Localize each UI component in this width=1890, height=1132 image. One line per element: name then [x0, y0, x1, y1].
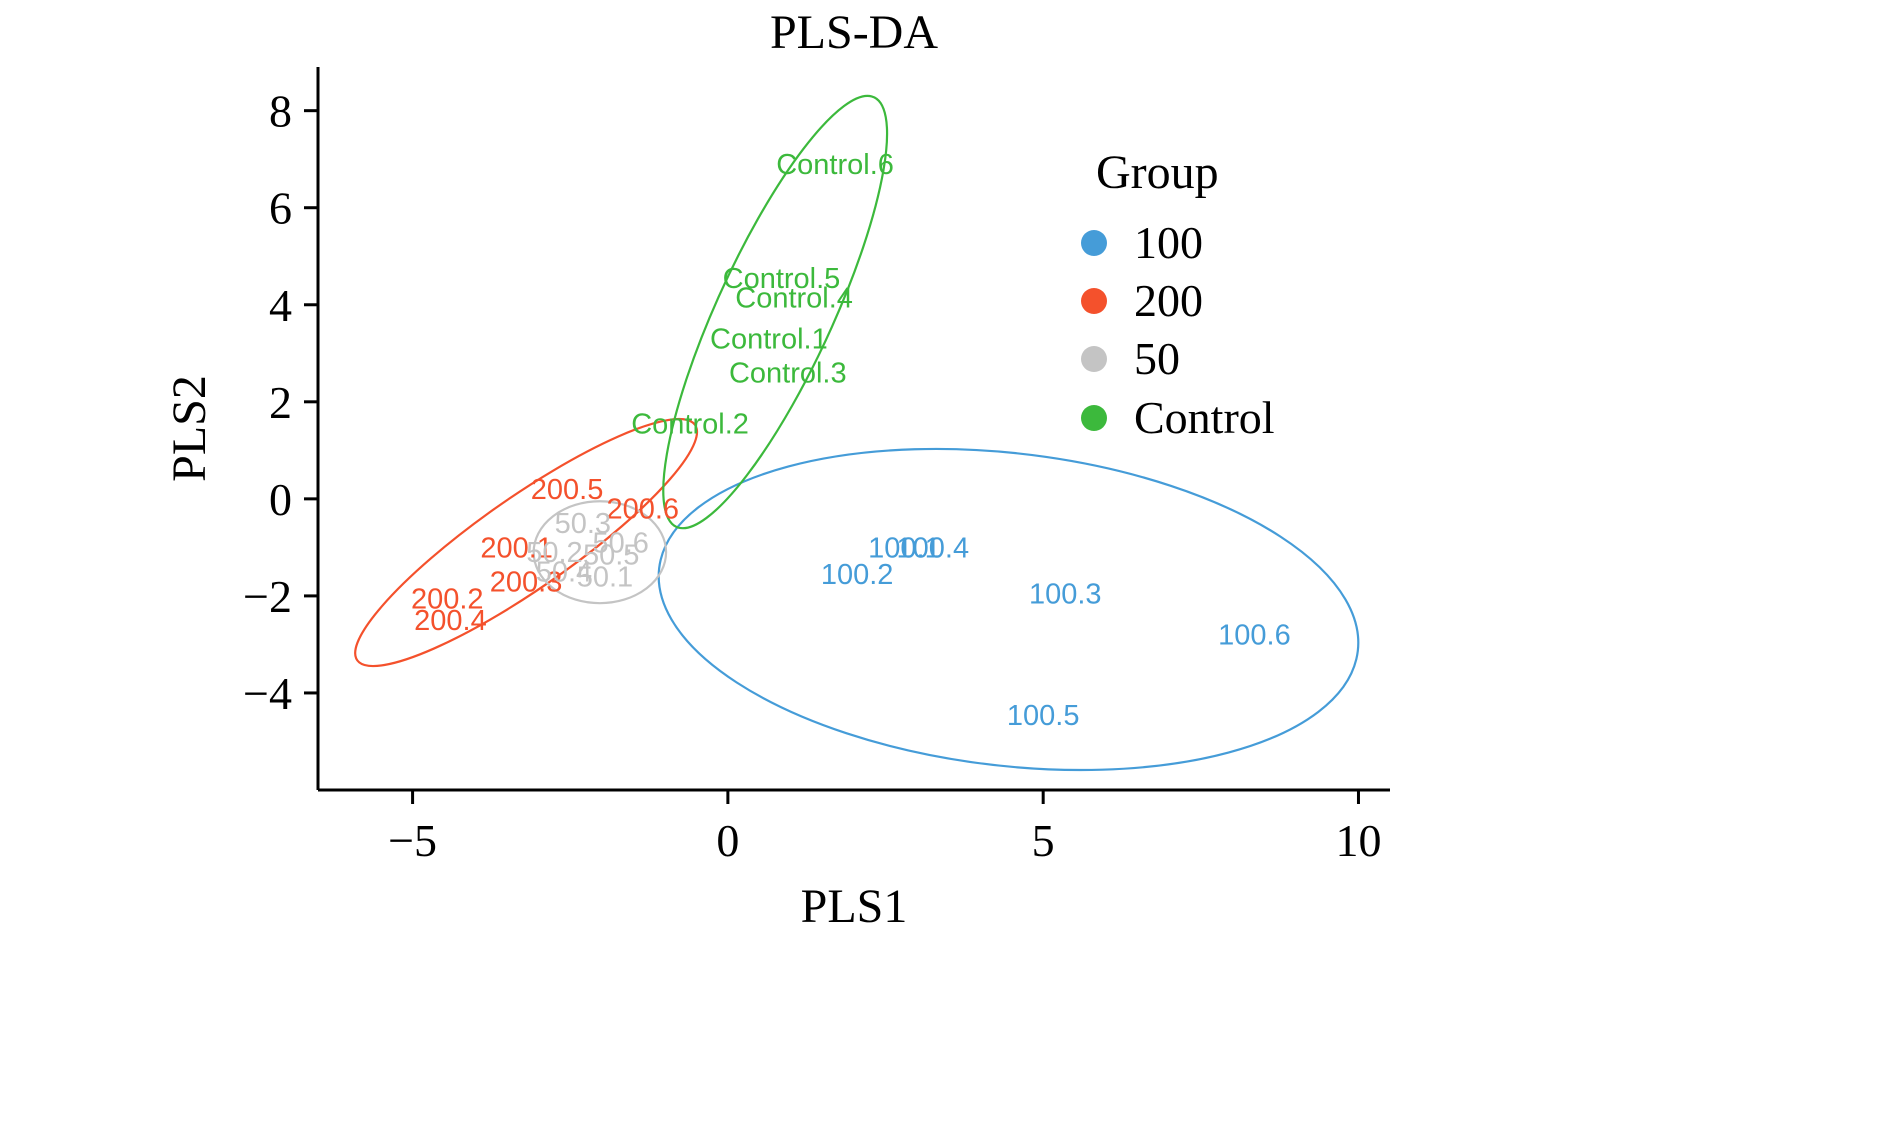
confidence-ellipse-100 [624, 407, 1393, 812]
point-label-200.2: 200.2 [411, 583, 484, 615]
point-label-50.1: 50.1 [577, 561, 633, 593]
point-label-Control.5: Control.5 [723, 263, 841, 295]
legend-label-100: 100 [1134, 217, 1203, 268]
legend-swatch-50 [1081, 346, 1107, 372]
legend-title: Group [1096, 146, 1219, 199]
point-label-50.2: 50.2 [526, 537, 582, 569]
point-label-Control.4: Control.4 [735, 282, 853, 314]
point-label-50.6: 50.6 [592, 528, 648, 560]
point-label-200.4: 200.4 [414, 605, 487, 637]
legend-label-Control: Control [1134, 392, 1275, 443]
point-label-200.5: 200.5 [531, 474, 604, 506]
y-tick-label: 2 [269, 377, 292, 428]
point-label-100.1: 100.1 [868, 532, 941, 564]
confidence-ellipse-200 [323, 393, 730, 693]
point-label-100.5: 100.5 [1007, 700, 1080, 732]
point-label-Control.6: Control.6 [776, 149, 894, 181]
legend-swatch-200 [1081, 288, 1107, 314]
legend-label-50: 50 [1134, 333, 1180, 384]
y-tick-label: −4 [243, 668, 292, 719]
point-label-200.3: 200.3 [490, 566, 563, 598]
point-label-50.5: 50.5 [583, 540, 639, 572]
point-label-50.4: 50.4 [536, 557, 592, 589]
chart-title: PLS-DA [770, 6, 938, 59]
x-tick-label: −5 [388, 815, 437, 866]
legend-swatch-100 [1081, 230, 1107, 256]
point-label-100.6: 100.6 [1218, 620, 1291, 652]
y-tick-label: 4 [269, 280, 292, 331]
point-label-100.4: 100.4 [897, 532, 970, 564]
point-label-200.6: 200.6 [606, 494, 679, 526]
point-label-50.3: 50.3 [555, 508, 611, 540]
x-axis-title: PLS1 [801, 880, 908, 933]
point-label-100.3: 100.3 [1029, 578, 1102, 610]
y-tick-label: 8 [269, 86, 292, 137]
legend-label-200: 200 [1134, 275, 1203, 326]
legend-swatch-Control [1081, 405, 1107, 431]
x-tick-label: 10 [1335, 815, 1381, 866]
x-tick-label: 0 [716, 815, 739, 866]
confidence-ellipse-Control [622, 81, 928, 542]
point-label-200.1: 200.1 [480, 532, 553, 564]
confidence-ellipse-50 [534, 501, 666, 603]
x-tick-label: 5 [1032, 815, 1055, 866]
y-tick-label: 0 [269, 474, 292, 525]
y-tick-label: 6 [269, 183, 292, 234]
y-tick-label: −2 [243, 571, 292, 622]
point-label-Control.1: Control.1 [710, 324, 828, 356]
point-label-Control.2: Control.2 [631, 409, 749, 441]
y-axis-title: PLS2 [163, 375, 216, 482]
point-label-100.2: 100.2 [821, 559, 894, 591]
point-label-Control.3: Control.3 [729, 358, 847, 390]
